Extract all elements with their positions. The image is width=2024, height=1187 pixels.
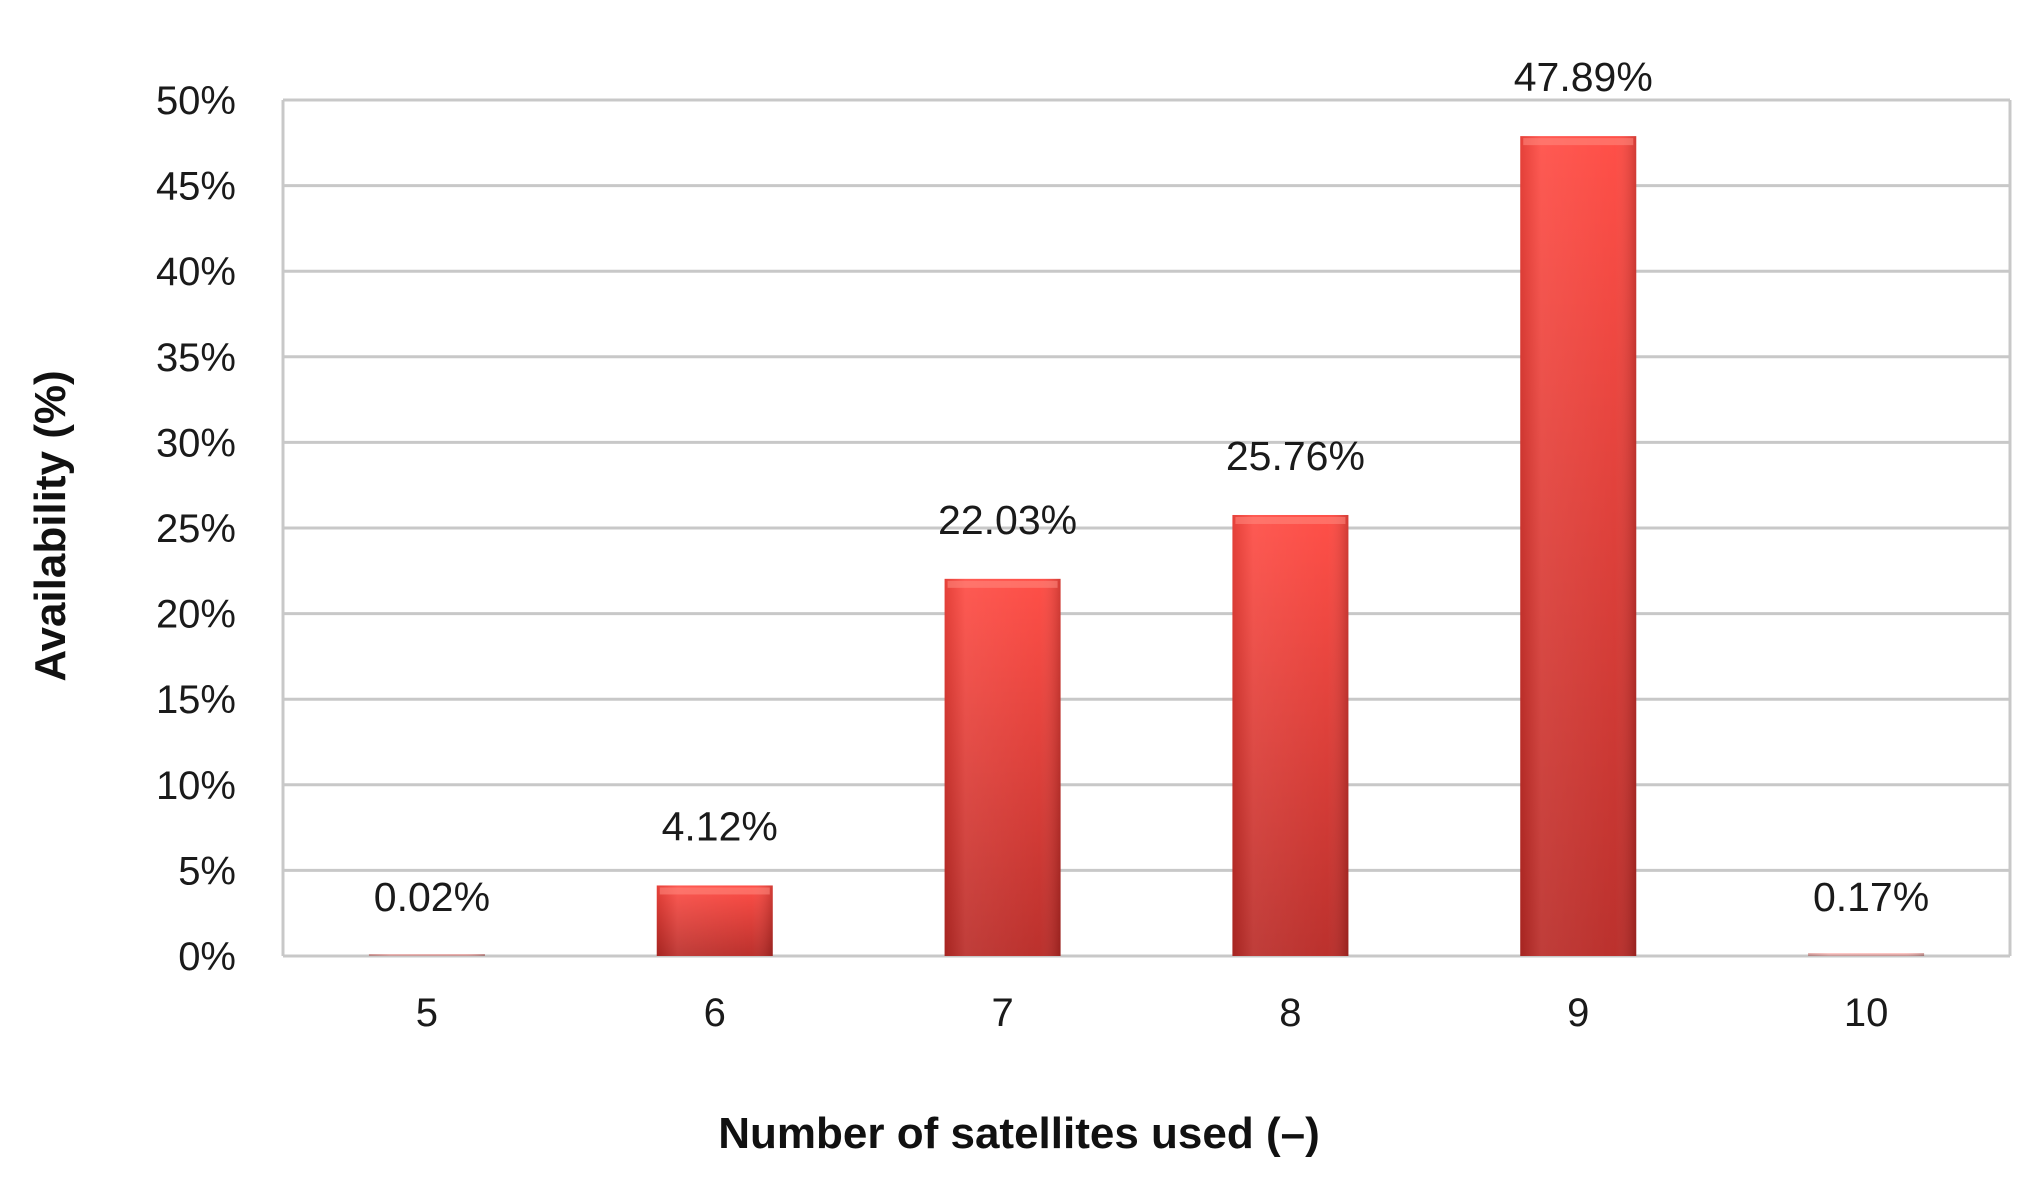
- y-tick-label: 40%: [156, 250, 236, 294]
- bar-cap: [1235, 516, 1346, 524]
- x-axis-title: Number of satellites used (–): [718, 1109, 1319, 1158]
- data-label: 47.89%: [1514, 54, 1653, 100]
- y-tick-label: 25%: [156, 507, 236, 551]
- bar: [1520, 136, 1637, 957]
- y-tick-label: 50%: [156, 79, 236, 123]
- y-tick-label: 15%: [156, 678, 236, 722]
- bar-sheen: [1808, 953, 1925, 956]
- y-axis-title: Availability (%): [26, 370, 75, 681]
- x-axis-ticks: 5 6 7 8 9 10: [416, 991, 1889, 1035]
- x-tick-label: 8: [1279, 991, 1301, 1035]
- gridlines: [281, 98, 2012, 958]
- y-tick-label: 5%: [178, 849, 236, 893]
- x-tick-label: 10: [1844, 991, 1889, 1035]
- bar: [944, 578, 1061, 956]
- data-label: 4.12%: [662, 803, 778, 849]
- data-label: 0.02%: [374, 874, 490, 920]
- bar-sheen: [1520, 136, 1637, 957]
- bar: [368, 954, 485, 956]
- bar-sheen: [368, 954, 485, 956]
- bar-cap: [1523, 138, 1634, 146]
- bar-sheen: [944, 578, 1061, 956]
- y-tick-label: 0%: [178, 935, 236, 979]
- bar: [656, 885, 773, 956]
- x-tick-label: 6: [704, 991, 726, 1035]
- y-axis-ticks: 0% 5% 10% 15% 20% 25% 30% 35% 40% 45% 50%: [156, 79, 236, 979]
- data-label: 0.17%: [1813, 874, 1929, 920]
- y-tick-label: 30%: [156, 421, 236, 465]
- bars: [368, 136, 1925, 957]
- bar-sheen: [1232, 514, 1349, 956]
- bar-cap: [947, 580, 1058, 588]
- y-tick-label: 20%: [156, 593, 236, 637]
- data-label: 22.03%: [938, 497, 1077, 543]
- bar-sheen: [656, 885, 773, 956]
- y-tick-label: 10%: [156, 764, 236, 808]
- x-tick-label: 7: [991, 991, 1013, 1035]
- bar-cap: [659, 887, 770, 895]
- data-label: 25.76%: [1226, 433, 1365, 479]
- x-tick-label: 5: [416, 991, 438, 1035]
- x-tick-label: 9: [1567, 991, 1589, 1035]
- y-tick-label: 45%: [156, 165, 236, 209]
- bar: [1808, 953, 1925, 956]
- data-labels: 0.02% 4.12% 22.03% 25.76% 47.89% 0.17%: [374, 54, 1929, 920]
- y-tick-label: 35%: [156, 336, 236, 380]
- bar: [1232, 514, 1349, 956]
